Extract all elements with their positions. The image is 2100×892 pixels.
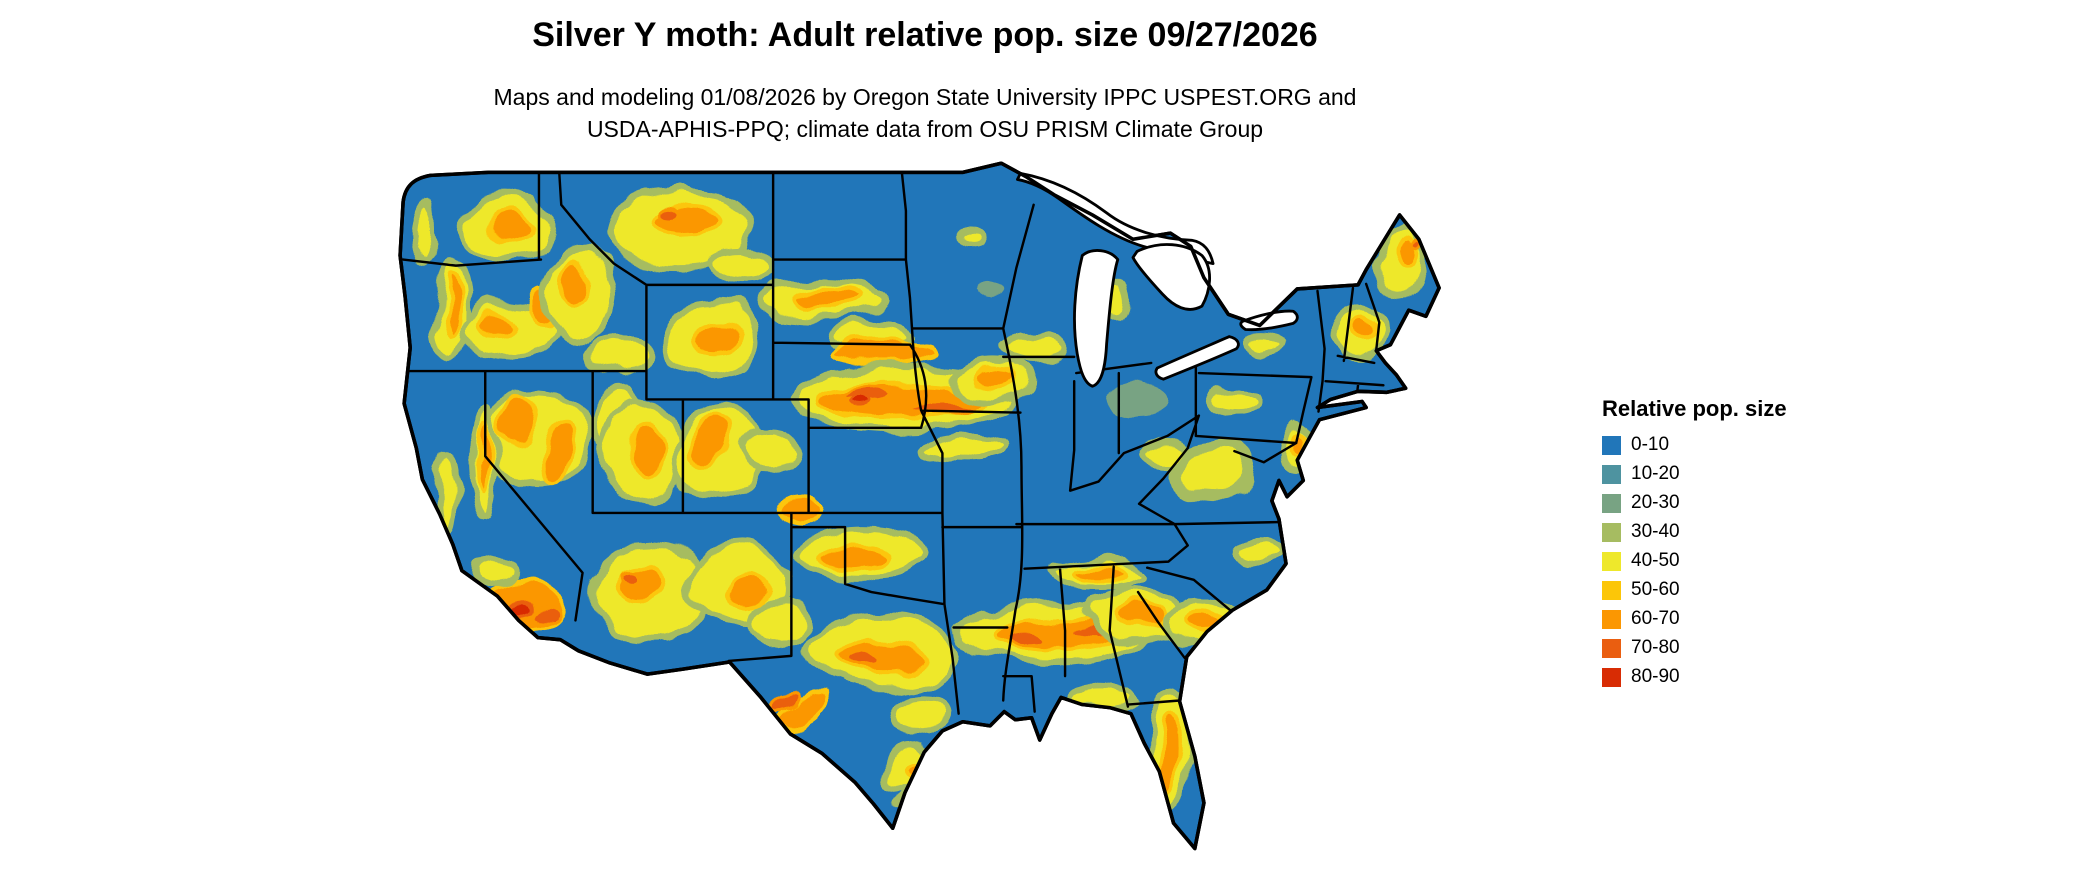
legend-label: 70-80	[1631, 637, 1680, 658]
legend-label: 50-60	[1631, 579, 1680, 600]
legend-row: 10-20	[1602, 463, 1922, 485]
legend: Relative pop. size 0-10 10-20 20-30 30-40 40…	[1602, 396, 1922, 695]
legend-row: 80-90	[1602, 666, 1922, 688]
us-population-map	[252, 146, 1572, 886]
legend-label: 30-40	[1631, 521, 1680, 542]
legend-label: 40-50	[1631, 550, 1680, 571]
state-borders	[401, 171, 1385, 715]
legend-entries: 0-10 10-20 20-30 30-40 40-50 50-60 60-70 70-80 8…	[1602, 434, 1922, 688]
legend-swatch	[1602, 493, 1621, 513]
page-subtitle-line2: USDA-APHIS-PPQ; climate data from OSU PR…	[586, 116, 1264, 142]
legend-swatch	[1602, 638, 1621, 658]
legend-row: 50-60	[1602, 579, 1922, 601]
legend-row: 70-80	[1602, 637, 1922, 659]
legend-row: 0-10	[1602, 434, 1922, 456]
legend-swatch	[1602, 551, 1621, 571]
legend-row: 30-40	[1602, 521, 1922, 543]
legend-row: 60-70	[1602, 608, 1922, 630]
heat-blobs	[412, 187, 1424, 818]
legend-swatch	[1602, 522, 1621, 542]
legend-swatch	[1602, 464, 1621, 484]
lake-michigan	[1073, 249, 1120, 388]
lake-huron	[1131, 243, 1211, 311]
page-title: Silver Y moth: Adult relative pop. size …	[532, 16, 1318, 54]
legend-label: 0-10	[1631, 434, 1670, 455]
legend-label: 10-20	[1631, 463, 1680, 484]
legend-swatch	[1602, 667, 1621, 687]
legend-label: 80-90	[1631, 666, 1680, 687]
legend-title: Relative pop. size	[1602, 396, 1787, 421]
legend-swatch	[1602, 435, 1621, 455]
legend-row: 20-30	[1602, 492, 1922, 514]
us-map-svg	[398, 161, 1441, 851]
title-block: Silver Y moth: Adult relative pop. size …	[0, 16, 1850, 145]
legend-label: 60-70	[1631, 608, 1680, 629]
legend-swatch	[1602, 580, 1621, 600]
great-lakes	[1016, 171, 1299, 388]
lake-erie	[1154, 335, 1240, 381]
legend-swatch	[1602, 609, 1621, 629]
legend-label: 20-30	[1631, 492, 1680, 513]
page-subtitle-line1: Maps and modeling 01/08/2026 by Oregon S…	[493, 84, 1357, 110]
legend-row: 40-50	[1602, 550, 1922, 572]
